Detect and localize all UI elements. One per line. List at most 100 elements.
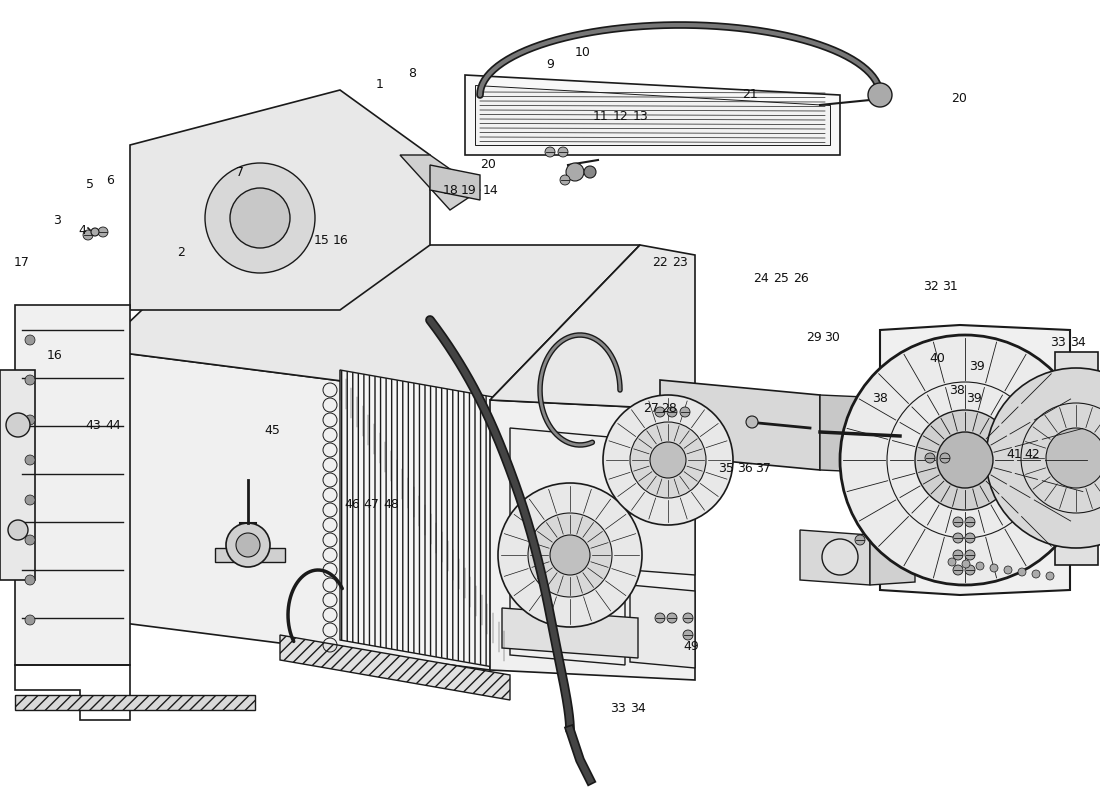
Text: 38: 38 bbox=[949, 384, 965, 397]
Polygon shape bbox=[214, 548, 285, 562]
Circle shape bbox=[683, 630, 693, 640]
Text: 6: 6 bbox=[106, 174, 114, 186]
Circle shape bbox=[965, 517, 975, 527]
Circle shape bbox=[25, 535, 35, 545]
Text: 22: 22 bbox=[652, 256, 668, 269]
Text: 42: 42 bbox=[1024, 448, 1040, 461]
Polygon shape bbox=[465, 75, 840, 155]
Circle shape bbox=[25, 495, 35, 505]
Circle shape bbox=[965, 565, 975, 575]
Polygon shape bbox=[400, 155, 480, 210]
Text: 5: 5 bbox=[86, 178, 95, 190]
Text: 24: 24 bbox=[754, 272, 769, 285]
Circle shape bbox=[990, 564, 998, 572]
Polygon shape bbox=[340, 370, 510, 670]
Text: 49: 49 bbox=[683, 640, 698, 653]
Circle shape bbox=[965, 533, 975, 543]
Circle shape bbox=[558, 147, 568, 157]
Text: 37: 37 bbox=[756, 462, 771, 474]
Polygon shape bbox=[510, 575, 625, 665]
Circle shape bbox=[205, 163, 315, 273]
Circle shape bbox=[25, 415, 35, 425]
Circle shape bbox=[667, 407, 676, 417]
Circle shape bbox=[566, 163, 584, 181]
Circle shape bbox=[962, 560, 970, 568]
Circle shape bbox=[650, 442, 686, 478]
Text: 34: 34 bbox=[630, 702, 646, 714]
Polygon shape bbox=[1055, 352, 1098, 565]
Text: 13: 13 bbox=[632, 110, 648, 122]
Circle shape bbox=[680, 407, 690, 417]
Polygon shape bbox=[490, 245, 640, 670]
Text: 8: 8 bbox=[408, 67, 417, 80]
Polygon shape bbox=[880, 325, 1070, 595]
Circle shape bbox=[965, 550, 975, 560]
Polygon shape bbox=[630, 585, 695, 668]
Circle shape bbox=[840, 335, 1090, 585]
Polygon shape bbox=[130, 90, 430, 310]
Text: 27: 27 bbox=[644, 402, 659, 414]
Circle shape bbox=[855, 535, 865, 545]
Text: 32: 32 bbox=[923, 280, 938, 293]
Text: 4: 4 bbox=[78, 224, 87, 237]
Text: 26: 26 bbox=[793, 272, 808, 285]
Text: 44: 44 bbox=[106, 419, 121, 432]
Text: 2: 2 bbox=[177, 246, 186, 258]
Text: 31: 31 bbox=[943, 280, 958, 293]
Circle shape bbox=[25, 335, 35, 345]
Polygon shape bbox=[800, 530, 870, 585]
Circle shape bbox=[25, 375, 35, 385]
Circle shape bbox=[8, 520, 28, 540]
Text: 16: 16 bbox=[47, 350, 63, 362]
Text: 48: 48 bbox=[384, 498, 399, 510]
Text: 19: 19 bbox=[461, 184, 476, 197]
Circle shape bbox=[226, 523, 270, 567]
Circle shape bbox=[953, 533, 962, 543]
Circle shape bbox=[6, 413, 30, 437]
Circle shape bbox=[822, 539, 858, 575]
Circle shape bbox=[683, 613, 693, 623]
Text: 30: 30 bbox=[824, 331, 839, 344]
Text: 34: 34 bbox=[1070, 336, 1086, 349]
Text: 40: 40 bbox=[930, 352, 945, 365]
Circle shape bbox=[948, 558, 956, 566]
Polygon shape bbox=[430, 165, 480, 200]
Text: 45: 45 bbox=[265, 424, 280, 437]
Circle shape bbox=[98, 227, 108, 237]
Circle shape bbox=[976, 562, 984, 570]
Text: 43: 43 bbox=[86, 419, 101, 432]
Polygon shape bbox=[475, 85, 830, 145]
Text: 9: 9 bbox=[546, 58, 554, 70]
Circle shape bbox=[940, 453, 950, 463]
Circle shape bbox=[1032, 570, 1040, 578]
Text: 38: 38 bbox=[872, 392, 888, 405]
Text: 16: 16 bbox=[333, 234, 349, 246]
Text: 33: 33 bbox=[1050, 336, 1066, 349]
Circle shape bbox=[236, 533, 260, 557]
Text: 36: 36 bbox=[737, 462, 752, 474]
Circle shape bbox=[953, 517, 962, 527]
Text: 23: 23 bbox=[672, 256, 688, 269]
Polygon shape bbox=[660, 380, 820, 470]
Circle shape bbox=[746, 416, 758, 428]
Polygon shape bbox=[280, 635, 510, 700]
Text: 39: 39 bbox=[969, 360, 984, 373]
Circle shape bbox=[953, 550, 962, 560]
Circle shape bbox=[550, 535, 590, 575]
Polygon shape bbox=[0, 370, 35, 580]
Circle shape bbox=[654, 407, 666, 417]
Polygon shape bbox=[502, 608, 638, 658]
Circle shape bbox=[953, 565, 962, 575]
Circle shape bbox=[91, 228, 99, 236]
Polygon shape bbox=[820, 395, 865, 472]
Circle shape bbox=[603, 395, 733, 525]
Text: 7: 7 bbox=[235, 166, 244, 178]
Circle shape bbox=[925, 453, 935, 463]
Circle shape bbox=[560, 175, 570, 185]
Circle shape bbox=[1046, 572, 1054, 580]
Polygon shape bbox=[15, 695, 255, 710]
Text: 25: 25 bbox=[773, 272, 789, 285]
Polygon shape bbox=[490, 400, 695, 680]
Text: 21: 21 bbox=[742, 88, 758, 101]
Polygon shape bbox=[100, 245, 640, 400]
